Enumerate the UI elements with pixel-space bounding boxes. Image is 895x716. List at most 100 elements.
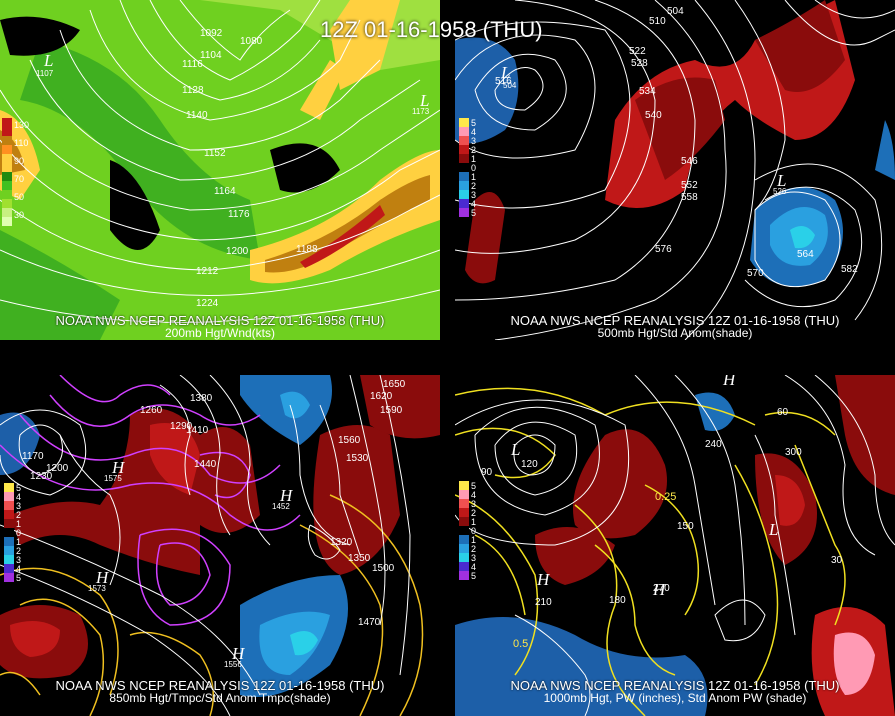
high-marker: H [95,568,110,587]
panel-credit: NOAA NWS NCEP REANALYSIS 12Z 01-16-1958 … [55,313,385,328]
contour-label: 1164 [214,186,236,197]
contour-label: 1224 [196,298,219,309]
contour-label: 1440 [194,459,217,470]
contour-label: 564 [797,249,814,260]
contour-label: 150 [677,521,694,532]
contour-label: 1152 [204,148,226,159]
main-title: 12Z 01-16-1958 (THU) [320,17,543,42]
contour-label: 534 [639,86,656,97]
map-200mb: 1092 1080 1104 1116 1128 1140 1152 1164 … [0,0,440,340]
panel-credit: NOAA NWS NCEP REANALYSIS 12Z 01-16-1958 … [55,678,385,693]
contour-label: 1320 [330,537,353,548]
contour-label: 522 [629,46,646,57]
map-850mb: 1650 1620 1590 1560 1530 1500 1470 1440 … [0,375,440,716]
contour-label: 240 [705,439,722,450]
high-marker: H [111,458,126,477]
contour-label: 558 [681,192,698,203]
contour-label: 1260 [140,405,163,416]
contour-label: 180 [609,595,626,606]
high-marker: H [536,570,551,589]
panel-500mb[interactable]: 504 510 516 522 528 534 540 546 552 558 … [455,0,895,340]
anomaly-legend [459,481,469,580]
contour-label: 1470 [358,617,381,628]
contour-label: 210 [535,597,552,608]
contour-label: 30 [831,555,843,566]
panel-1000mb[interactable]: 60 90 120 150 180 210 240 270 300 30 0.2… [455,375,895,716]
contour-label: 1140 [186,110,208,121]
high-value: 1573 [88,584,106,593]
high-marker: H [279,486,294,505]
contour-label: 504 [667,6,684,17]
contour-label: 300 [785,447,802,458]
contour-label: 570 [747,268,764,279]
contour-label: 1230 [30,471,53,482]
contour-label: 1116 [182,59,203,70]
anomaly-legend [459,118,469,217]
panel-subtitle: 850mb Hgt/Tmpc/Std Anom Tmpc(shade) [109,691,331,705]
panel-200mb[interactable]: 1092 1080 1104 1116 1128 1140 1152 1164 … [0,0,440,340]
contour-label: 1188 [296,244,318,255]
contour-label: 1500 [372,563,395,574]
high-marker: H [652,580,667,599]
low-value: 504 [503,81,517,90]
panel-subtitle: 200mb Hgt/Wnd(kts) [164,326,276,340]
panel-credit: NOAA NWS NCEP REANALYSIS 12Z 01-16-1958 … [510,313,840,328]
contour-label: 576 [655,244,672,255]
high-marker: H [722,375,737,389]
contour-label: 510 [649,16,666,27]
low-marker: L [500,63,510,82]
contour-label: 1200 [226,246,249,257]
high-marker: H [231,644,246,663]
contour-label: 546 [681,156,698,167]
contour-label: 270 [653,583,670,594]
panel-subtitle: 1000mb Hgt, PW (inches), Std Anom PW (sh… [543,691,807,705]
contour-label: 60 [777,407,789,418]
low-marker: L [43,51,53,70]
low-value: 1107 [36,69,54,78]
pw-label: 0.5 [513,638,528,650]
contour-label: 582 [841,264,858,275]
anomaly-legend [4,483,14,582]
contour-label: 516 [495,76,512,87]
contour-label: 1530 [346,453,369,464]
contour-label: 540 [645,110,662,121]
high-value: 1575 [104,474,122,483]
contour-label: 552 [681,180,698,191]
panel-credit: NOAA NWS NCEP REANALYSIS 12Z 01-16-1958 … [510,678,840,693]
contour-label: 1104 [200,50,222,61]
contour-label: 1350 [348,553,371,564]
contour-label: 1650 [383,379,406,390]
contour-label: 90 [481,467,493,478]
contour-label: 1212 [196,266,219,277]
wind-legend-labels: 130 110 90 70 50 30 [14,120,30,220]
contour-label: 1092 [200,28,223,39]
high-value: 1556 [224,660,242,669]
map-500mb: 504 510 516 522 528 534 540 546 552 558 … [455,0,895,340]
low-marker: L [776,171,786,190]
contour-label: 1170 [22,451,44,462]
low-value: 1173 [412,107,430,116]
contour-label: 1620 [370,391,393,402]
contour-label: 1590 [380,405,403,416]
high-value: 1452 [272,502,290,511]
map-1000mb: 60 90 120 150 180 210 240 270 300 30 0.2… [455,375,895,716]
low-marker: L [768,520,778,539]
contour-label: 1290 [170,421,193,432]
low-marker: L [510,440,520,459]
low-marker: L [419,91,429,110]
pw-label: 0.25 [655,491,676,503]
contour-label: 1080 [240,36,263,47]
panel-850mb[interactable]: 1650 1620 1590 1560 1530 1500 1470 1440 … [0,375,440,716]
contour-label: 528 [631,58,648,69]
wind-legend [2,118,12,226]
contour-label: 120 [521,459,538,470]
contour-label: 1128 [182,85,204,96]
panel-subtitle: 500mb Hgt/Std Anom(shade) [597,326,753,340]
contour-label: 1200 [46,463,69,474]
low-value: 526 [773,187,787,196]
contour-label: 1410 [186,425,209,436]
contour-label: 1380 [190,393,213,404]
